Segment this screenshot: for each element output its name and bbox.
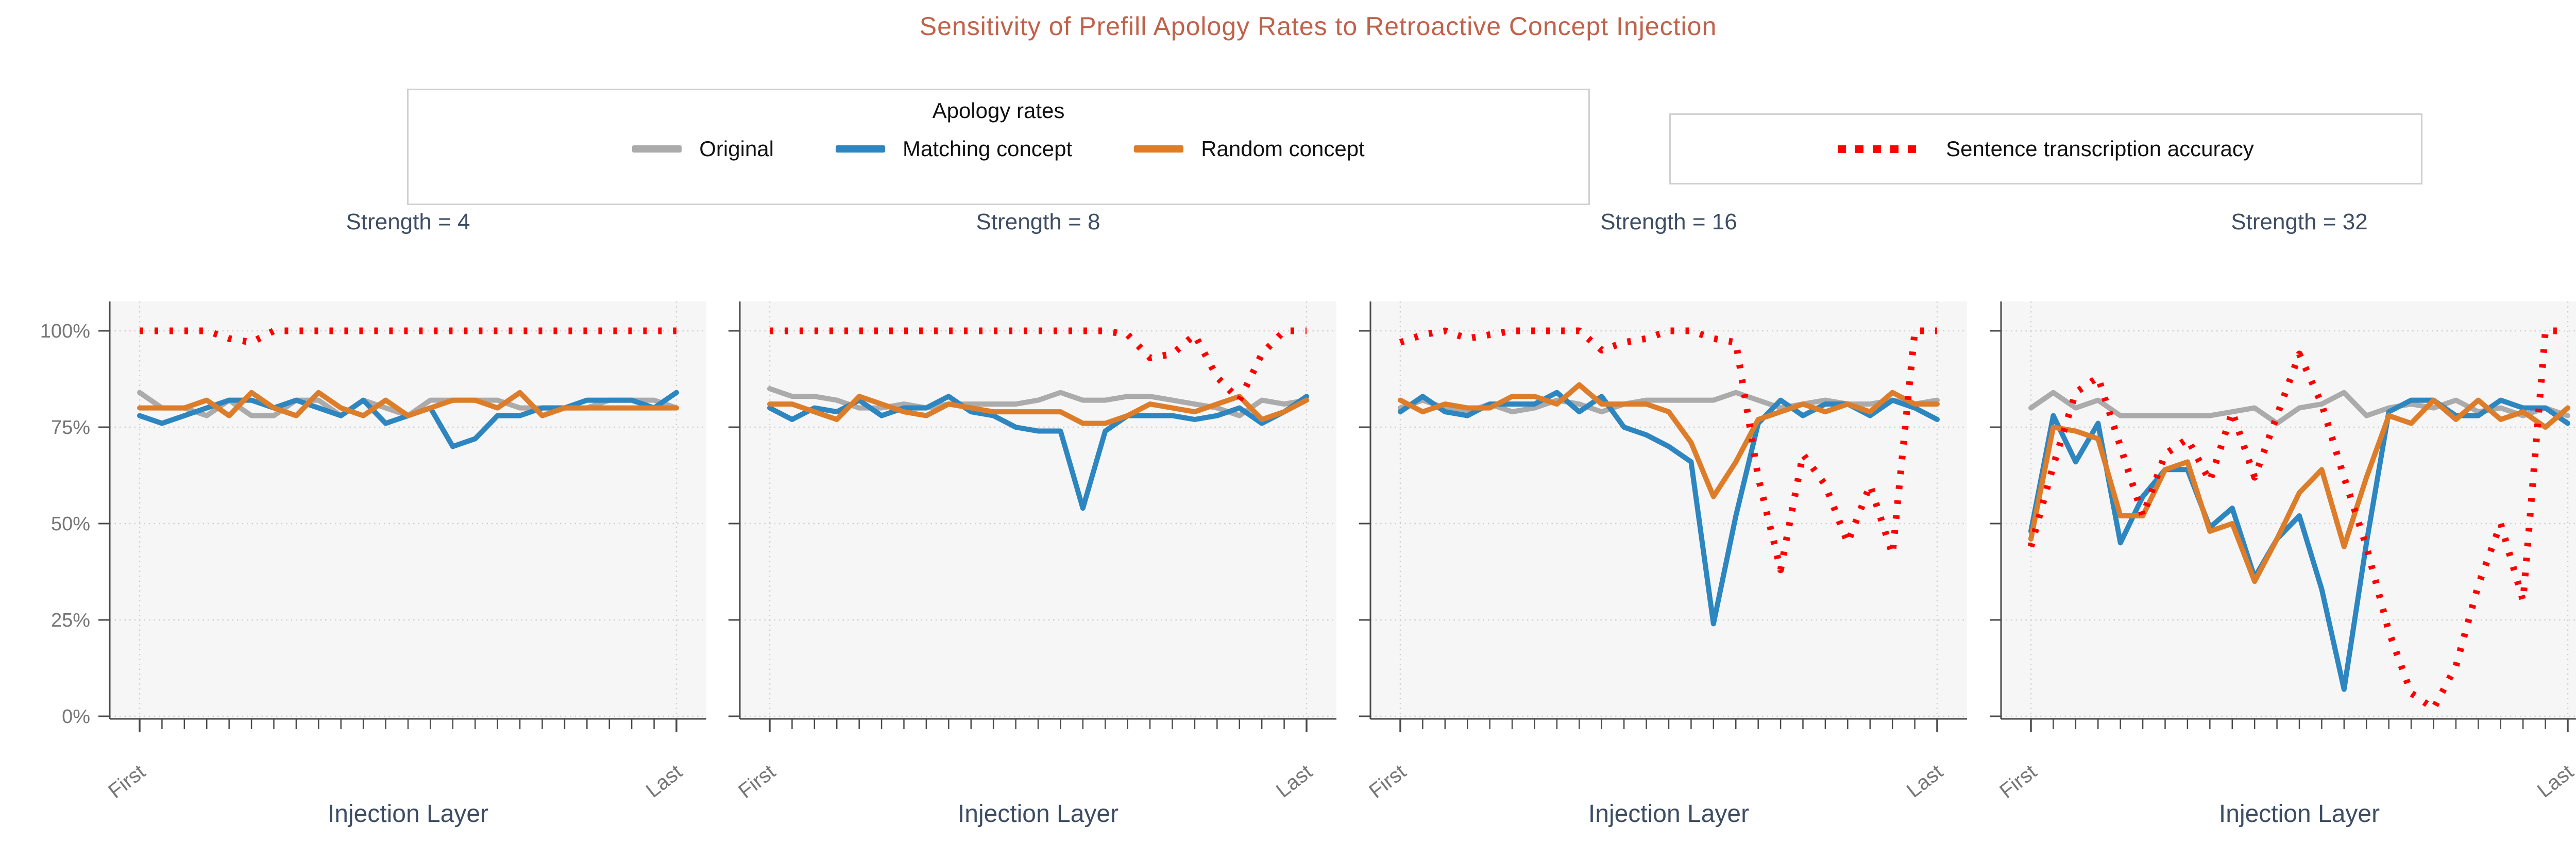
chart-plot-strength-8: First Last: [728, 301, 1336, 803]
svg-text:25%: 25%: [51, 610, 90, 631]
original-line-swatch-icon: [632, 145, 682, 153]
chart-plot-strength-32: First Last: [1990, 301, 2576, 803]
legend-title: Apology rates: [932, 98, 1065, 123]
x-axis-label-1: Injection Layer: [327, 800, 489, 828]
svg-text:First: First: [1365, 760, 1410, 803]
svg-text:75%: 75%: [51, 417, 90, 439]
x-axis-label-3: Injection Layer: [1588, 800, 1750, 828]
legend-apology-rates: Apology rates Original Matching concept …: [407, 89, 1590, 205]
matching-line-swatch-icon: [836, 145, 885, 153]
legend-label-transcription: Sentence transcription accuracy: [1946, 137, 2254, 161]
x-axis-label-2: Injection Layer: [957, 800, 1119, 828]
svg-text:50%: 50%: [51, 513, 90, 535]
subplot-title-strength-16: Strength = 16: [1600, 209, 1737, 234]
legend-label-original: Original: [699, 137, 774, 161]
legend-items: Original Matching concept Random concept: [409, 137, 1588, 161]
figure-title: Sensitivity of Prefill Apology Rates to …: [919, 12, 1717, 41]
legend-label-random-concept: Random concept: [1201, 137, 1365, 161]
legend-label-matching-concept: Matching concept: [903, 137, 1073, 161]
svg-text:First: First: [104, 760, 149, 803]
legend-item-matching-concept: Matching concept: [836, 137, 1072, 161]
svg-text:Last: Last: [2533, 760, 2576, 802]
subplot-title-strength-32: Strength = 32: [2231, 209, 2368, 234]
svg-text:First: First: [734, 760, 779, 803]
chart-plot-strength-16: First Last: [1359, 301, 1967, 803]
legend-transcription-accuracy: Sentence transcription accuracy: [1669, 113, 2422, 184]
svg-text:First: First: [1995, 760, 2041, 803]
svg-text:100%: 100%: [40, 321, 90, 342]
legend-item-original: Original: [632, 137, 774, 161]
random-line-swatch-icon: [1134, 145, 1184, 153]
x-axis-label-4: Injection Layer: [2218, 800, 2380, 828]
subplot-title-strength-4: Strength = 4: [346, 209, 470, 234]
subplot-title-strength-8: Strength = 8: [976, 209, 1100, 234]
legend-item-random-concept: Random concept: [1134, 137, 1365, 161]
svg-text:0%: 0%: [62, 706, 90, 728]
chart-plot-strength-4: 0%25%50%75%100%First Last: [40, 301, 706, 803]
transcription-dotted-swatch-icon: [1838, 145, 1926, 153]
